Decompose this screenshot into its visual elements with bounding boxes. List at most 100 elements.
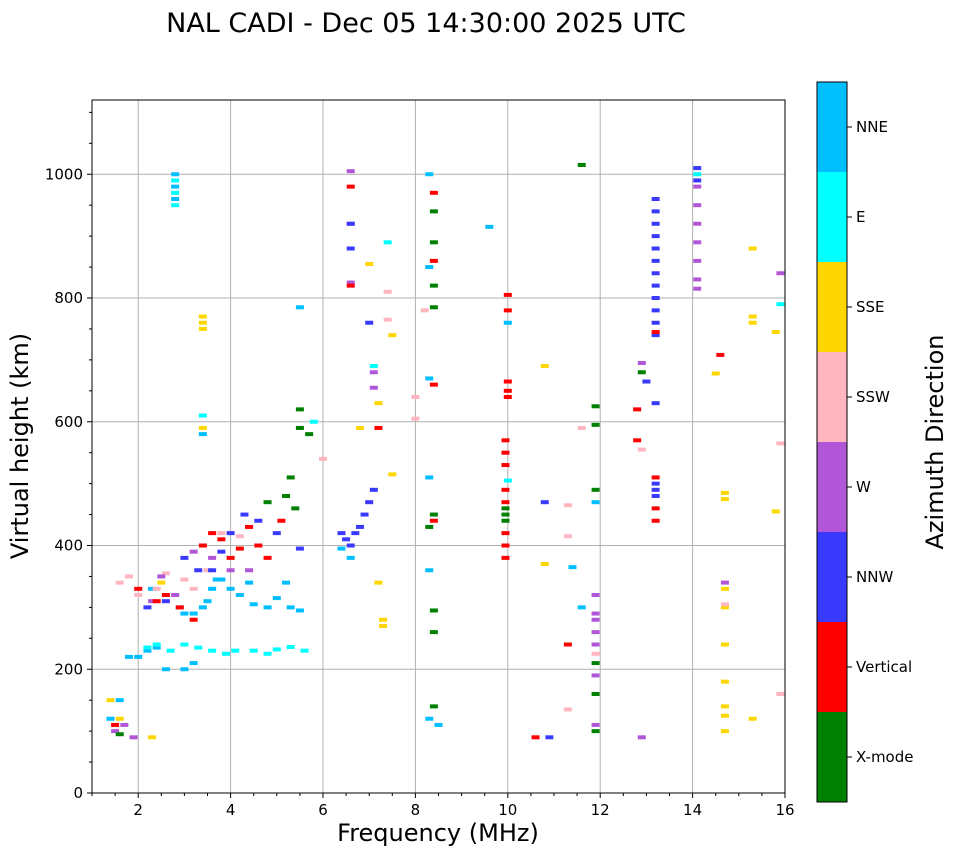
echo-point-nnw <box>651 271 660 276</box>
plot-area: 2 4 6 8 10 12 14 16 0 200 400 600 800 1000 <box>45 99 795 819</box>
echo-point-x-mode <box>577 162 586 167</box>
echo-point-vertical <box>501 543 510 548</box>
echo-point-nne <box>189 661 198 666</box>
colorbar-label: Azimuth Direction <box>921 335 949 550</box>
echo-point-sse <box>771 509 780 514</box>
colorbar-tick-label: NNE <box>856 118 888 136</box>
echo-point-ssw <box>383 289 392 294</box>
echo-point-nnw <box>346 543 355 548</box>
echo-point-e <box>263 651 272 656</box>
colorbar-segment-ssw <box>817 352 847 442</box>
echo-point-nnw <box>651 401 660 406</box>
echo-point-vertical <box>429 382 438 387</box>
echo-point-ssw <box>563 534 572 539</box>
colorbar-tick-label: SSE <box>856 298 885 316</box>
echo-point-vertical <box>633 438 642 443</box>
echo-point-nne <box>425 172 434 177</box>
echo-point-sse <box>106 698 115 703</box>
echo-point-nne <box>503 320 512 325</box>
echo-point-nnw <box>355 524 364 529</box>
echo-point-w <box>120 722 129 727</box>
echo-point-nnw <box>651 487 660 492</box>
echo-point-sse <box>198 314 207 319</box>
echo-point-nne <box>337 546 346 551</box>
echo-point-nne <box>171 172 180 177</box>
echo-point-vertical <box>189 617 198 622</box>
echo-point-e <box>286 644 295 649</box>
echo-point-w <box>693 184 702 189</box>
echo-point-sse <box>374 580 383 585</box>
echo-point-nnw <box>693 166 702 171</box>
echo-point-vertical <box>217 537 226 542</box>
echo-point-x-mode <box>501 512 510 517</box>
colorbar-tick-label: NNW <box>856 568 893 586</box>
echo-point-nnw <box>272 531 281 536</box>
echo-point-nnw <box>365 320 374 325</box>
echo-point-x-mode <box>305 432 314 437</box>
echo-point-vertical <box>651 506 660 511</box>
echo-point-nne <box>568 565 577 570</box>
echo-point-nnw <box>369 487 378 492</box>
colorbar: X-mode Vertical NNW W SSW SSE E NNE <box>816 81 913 803</box>
colorbar-tick-label: X-mode <box>856 748 913 766</box>
echo-point-vertical <box>429 190 438 195</box>
echo-point-nne <box>115 698 124 703</box>
echo-point-sse <box>379 617 388 622</box>
echo-point-nnw <box>651 246 660 251</box>
echo-point-x-mode <box>429 305 438 310</box>
colorbar-segment-e <box>817 172 847 262</box>
echo-point-ssw <box>319 456 327 461</box>
echo-point-nnw <box>545 735 554 740</box>
echo-point-sse <box>379 623 388 628</box>
echo-point-nnw <box>217 549 226 554</box>
echo-point-ssw <box>235 534 244 539</box>
echo-point-sse <box>374 401 383 406</box>
echo-point-nnw <box>240 512 249 517</box>
x-tick-label: 8 <box>411 801 421 819</box>
echo-point-ssw <box>180 577 189 582</box>
y-tick-label: 0 <box>73 784 83 802</box>
echo-point-sse <box>148 735 157 740</box>
echo-point-w <box>346 169 355 174</box>
echo-point-w <box>693 258 702 263</box>
echo-point-e <box>309 419 318 424</box>
echo-point-nnw <box>651 209 660 214</box>
echo-point-vertical <box>501 531 510 536</box>
echo-point-x-mode <box>591 487 600 492</box>
echo-point-sse <box>388 472 397 477</box>
echo-point-nne <box>226 586 235 591</box>
echo-point-x-mode <box>263 500 272 505</box>
echo-point-nne <box>425 475 434 480</box>
echo-point-sse <box>540 562 549 567</box>
echo-point-x-mode <box>286 475 295 480</box>
echo-point-e <box>503 478 512 483</box>
echo-point-x-mode <box>501 518 510 523</box>
echo-point-ssw <box>152 586 161 591</box>
echo-point-x-mode <box>501 506 510 511</box>
echo-point-vertical <box>429 518 438 523</box>
echo-point-x-mode <box>425 524 434 529</box>
echo-point-nne <box>180 667 189 672</box>
echo-point-nnw <box>208 568 217 573</box>
echo-point-nne <box>425 716 434 721</box>
echo-point-sse <box>720 642 729 647</box>
echo-point-nnw <box>180 555 189 560</box>
chart-title: NAL CADI - Dec 05 14:30:00 2025 UTC <box>166 8 686 39</box>
echo-point-nne <box>212 577 221 582</box>
echo-point-w <box>591 593 600 597</box>
x-tick-label: 4 <box>226 801 236 819</box>
echo-point-e <box>194 645 203 650</box>
echo-point-w <box>693 286 702 291</box>
echo-point-nne <box>263 605 272 610</box>
echo-point-vertical <box>161 593 170 597</box>
echo-point-sse <box>720 729 729 734</box>
colorbar-segment-sse <box>817 262 847 352</box>
colorbar-tick-label: E <box>856 208 865 226</box>
echo-point-nne <box>282 580 291 585</box>
echo-point-ssw <box>577 425 586 430</box>
echo-point-ssw <box>720 602 729 607</box>
colorbar-segment-nnw <box>817 532 847 622</box>
echo-point-e <box>249 648 258 653</box>
echo-point-sse <box>115 716 124 721</box>
colorbar-tick-label: W <box>856 478 871 496</box>
